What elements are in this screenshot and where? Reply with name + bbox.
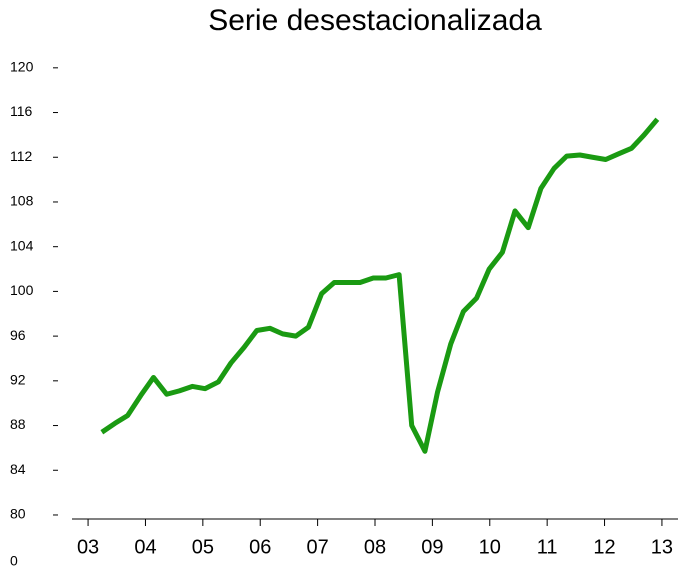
x-tick-label: 11 <box>537 536 558 558</box>
x-tick-label: 03 <box>77 536 99 558</box>
y-tick-label: 96 <box>10 327 26 343</box>
y-tick-label: 116 <box>10 103 33 119</box>
y-tick-label: 92 <box>10 372 26 388</box>
y-tick-label: 88 <box>10 416 26 432</box>
y-tick-label: 112 <box>10 148 33 164</box>
x-tick-label: 09 <box>421 536 443 558</box>
x-tick-label: 04 <box>134 536 156 558</box>
line-series <box>100 117 660 454</box>
axis-break-label: 0 <box>10 553 18 568</box>
y-tick-label: 100 <box>10 282 34 298</box>
x-tick-label: 08 <box>364 536 386 558</box>
chart-title: Serie desestacionalizada <box>208 4 542 37</box>
y-tick-label: 120 <box>10 59 34 75</box>
x-tick-label: 13 <box>651 536 673 558</box>
x-tick-label: 12 <box>593 536 615 558</box>
x-tick-label: 07 <box>306 536 328 558</box>
x-tick-label: 06 <box>249 536 271 558</box>
x-tick-label: 05 <box>192 536 214 558</box>
y-tick-label: 104 <box>10 237 34 253</box>
y-tick-label: 84 <box>10 461 26 477</box>
x-tick-label: 10 <box>479 536 501 558</box>
y-tick-label: 80 <box>10 506 26 522</box>
y-tick-label: 108 <box>10 193 34 209</box>
